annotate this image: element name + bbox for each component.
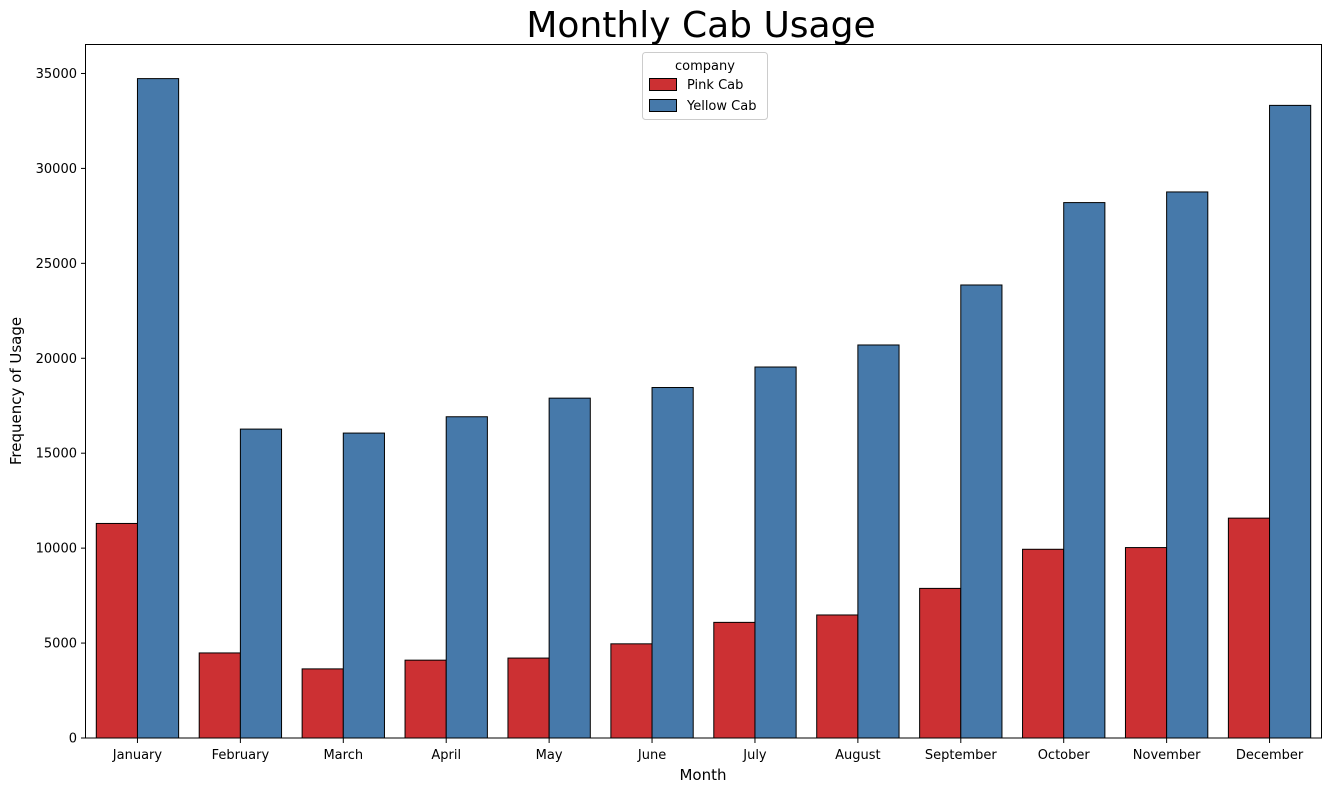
bar-yellow-cab-september (960, 284, 1003, 739)
bar-yellow-cab-november (1166, 191, 1209, 739)
bar-pink-cab-july (713, 621, 756, 739)
legend-swatch-yellow-cab (649, 99, 677, 112)
bar-yellow-cab-january (136, 78, 180, 739)
x-axis: January February March April May June July Augu… (112, 738, 1304, 763)
bar-pink-cab-april (404, 659, 447, 739)
bar-yellow-cab-december (1269, 104, 1312, 739)
y-axis: 0 5000 10000 15000 20000 25000 30000 35000 (36, 67, 86, 747)
legend-title: company (675, 59, 735, 74)
chart-title: Monthly Cab Usage (526, 5, 875, 46)
bars-layer (95, 78, 1312, 739)
bar-yellow-cab-august (857, 344, 900, 739)
legend: company Pink Cab Yellow Cab (642, 52, 768, 120)
y-axis-title: Frequency of Usage (7, 317, 25, 465)
x-tick-label-august: August (835, 748, 881, 763)
x-tick-label-february: February (212, 748, 270, 763)
bar-pink-cab-may (507, 657, 550, 739)
plot-frame (85, 44, 1322, 739)
y-tick-label-25000: 25000 (36, 257, 77, 272)
legend-swatch-pink-cab (649, 78, 677, 91)
x-tick-label-january: January (112, 748, 163, 763)
bar-yellow-cab-march (342, 432, 385, 739)
bar-pink-cab-june (610, 643, 653, 739)
bar-pink-cab-december (1227, 517, 1271, 739)
x-tick-label-september: September (925, 748, 998, 763)
x-tick-label-march: March (323, 748, 363, 763)
y-tick-label-30000: 30000 (36, 162, 77, 177)
legend-label-yellow-cab: Yellow Cab (686, 99, 756, 114)
y-tick-label-0: 0 (69, 732, 77, 747)
x-axis-title: Month (679, 766, 726, 784)
bar-pink-cab-january (95, 522, 138, 739)
bar-pink-cab-november (1124, 547, 1168, 739)
x-tick-label-october: October (1038, 748, 1091, 763)
x-tick-label-april: April (431, 748, 461, 763)
x-tick-label-may: May (536, 748, 563, 763)
bar-yellow-cab-may (548, 397, 591, 739)
y-tick-label-35000: 35000 (36, 67, 77, 82)
legend-label-pink-cab: Pink Cab (687, 78, 743, 93)
bar-yellow-cab-february (239, 428, 283, 739)
x-tick-label-december: December (1236, 748, 1304, 763)
bar-pink-cab-september (919, 587, 962, 739)
bar-yellow-cab-april (445, 416, 488, 739)
bar-pink-cab-february (198, 652, 241, 739)
y-tick-label-15000: 15000 (36, 447, 77, 462)
y-tick-label-5000: 5000 (44, 637, 77, 652)
bar-yellow-cab-october (1063, 202, 1106, 739)
x-tick-label-june: June (637, 748, 666, 763)
y-tick-label-10000: 10000 (36, 542, 77, 557)
bar-pink-cab-august (816, 614, 859, 739)
y-tick-label-20000: 20000 (36, 352, 77, 367)
bar-yellow-cab-july (754, 366, 797, 739)
bar-pink-cab-march (301, 668, 344, 739)
bar-yellow-cab-june (651, 387, 694, 739)
x-tick-label-november: November (1133, 748, 1201, 763)
x-tick-label-july: July (742, 748, 767, 763)
bar-pink-cab-october (1022, 548, 1065, 739)
